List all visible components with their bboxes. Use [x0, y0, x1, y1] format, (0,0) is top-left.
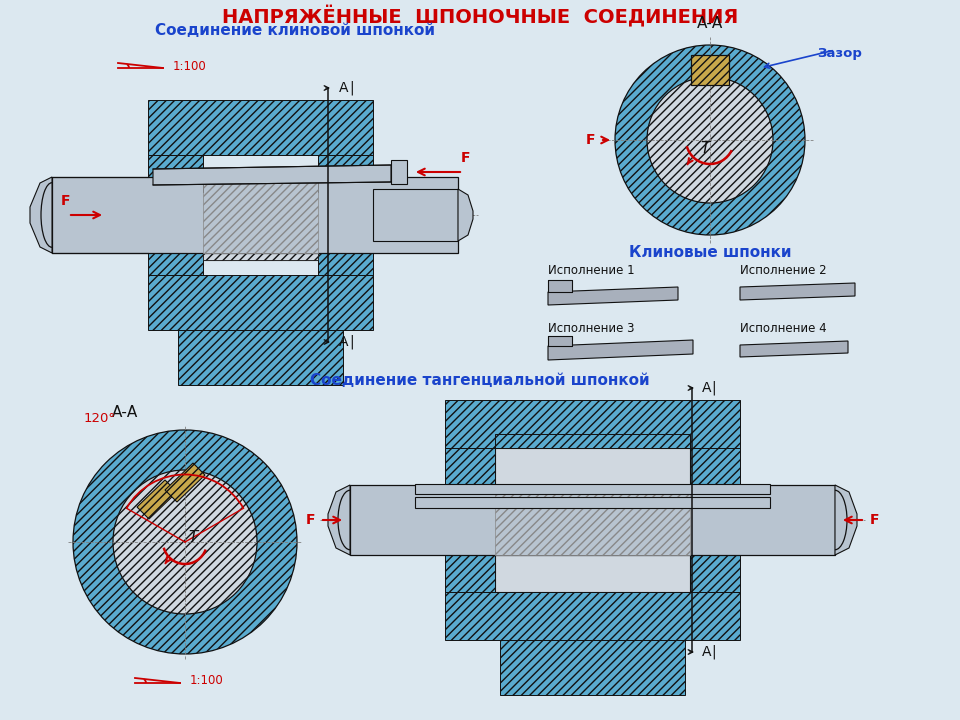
Circle shape: [647, 77, 773, 203]
Circle shape: [73, 430, 297, 654]
Bar: [318, 155, 373, 275]
Text: Исполнение 3: Исполнение 3: [548, 322, 635, 335]
Text: А-А: А-А: [697, 16, 723, 30]
Bar: [373, 189, 458, 241]
Text: F: F: [871, 513, 879, 527]
Text: 1:100: 1:100: [173, 60, 206, 73]
Bar: [548, 280, 572, 292]
Bar: [203, 170, 318, 260]
Circle shape: [615, 45, 805, 235]
Text: Соединение тангенциальной шпонкой: Соединение тангенциальной шпонкой: [310, 372, 650, 387]
Polygon shape: [458, 189, 473, 241]
Text: А: А: [703, 645, 711, 659]
Bar: [203, 170, 318, 260]
Bar: [203, 177, 318, 253]
Bar: [178, 330, 343, 385]
Polygon shape: [137, 480, 177, 519]
Text: |: |: [711, 381, 716, 395]
Polygon shape: [548, 287, 678, 305]
Bar: [548, 336, 572, 346]
Bar: [495, 448, 690, 592]
Text: |: |: [349, 81, 354, 95]
Bar: [500, 640, 685, 695]
Bar: [148, 275, 373, 330]
Text: А: А: [703, 381, 711, 395]
Bar: [691, 55, 729, 85]
Bar: [690, 448, 740, 592]
Polygon shape: [30, 177, 52, 253]
Bar: [445, 592, 740, 640]
Text: |: |: [711, 644, 716, 660]
Bar: [415, 484, 770, 494]
Polygon shape: [740, 341, 848, 357]
Text: F: F: [60, 194, 70, 208]
Polygon shape: [165, 463, 205, 502]
Text: F: F: [587, 133, 596, 147]
Text: Исполнение 4: Исполнение 4: [740, 322, 827, 335]
Text: F: F: [461, 151, 470, 165]
Text: Клиновые шпонки: Клиновые шпонки: [629, 245, 791, 259]
Bar: [445, 400, 740, 448]
Text: Исполнение 1: Исполнение 1: [548, 264, 635, 276]
Text: 1:100: 1:100: [190, 675, 224, 688]
Bar: [445, 448, 495, 592]
Bar: [148, 100, 373, 155]
Text: F: F: [305, 513, 315, 527]
Text: T: T: [188, 529, 198, 544]
Bar: [495, 434, 690, 448]
Polygon shape: [328, 485, 350, 555]
Bar: [350, 485, 835, 555]
Text: А: А: [339, 81, 348, 95]
Text: |: |: [349, 335, 354, 349]
Polygon shape: [835, 485, 857, 555]
Text: НАПРЯЖЁННЫЕ  ШПОНОЧНЫЕ  СОЕДИНЕНИЯ: НАПРЯЖЁННЫЕ ШПОНОЧНЫЕ СОЕДИНЕНИЯ: [222, 5, 738, 27]
Text: Зазор: Зазор: [817, 47, 862, 60]
Bar: [391, 160, 407, 184]
Text: Исполнение 2: Исполнение 2: [740, 264, 827, 276]
Text: А: А: [339, 335, 348, 349]
Bar: [203, 170, 318, 192]
Polygon shape: [153, 165, 391, 185]
Text: Соединение клиновой шпонкой: Соединение клиновой шпонкой: [155, 22, 435, 37]
Text: А-А: А-А: [112, 405, 138, 420]
Circle shape: [113, 470, 257, 614]
Bar: [52, 177, 458, 253]
Polygon shape: [740, 283, 855, 300]
Bar: [495, 485, 690, 555]
Text: 120°: 120°: [84, 412, 116, 425]
Polygon shape: [548, 340, 693, 360]
Bar: [148, 155, 203, 275]
Text: T: T: [700, 140, 709, 156]
Bar: [415, 497, 770, 508]
